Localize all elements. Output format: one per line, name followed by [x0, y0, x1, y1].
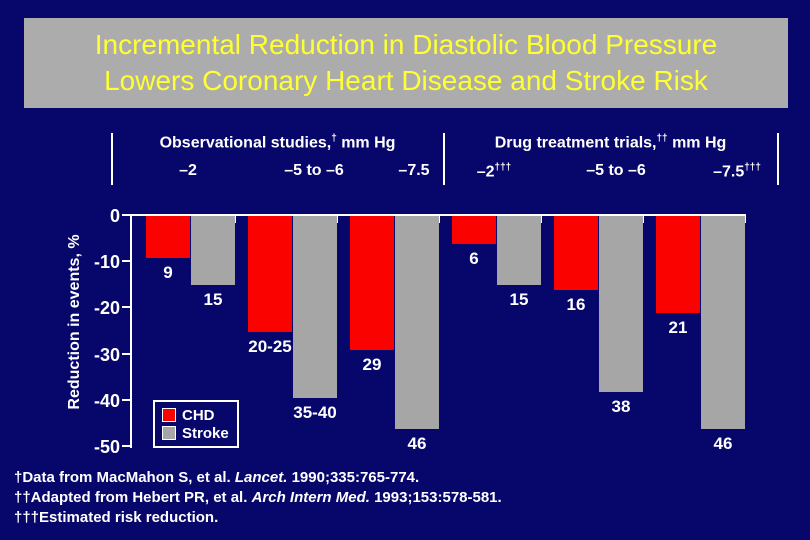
legend-swatch-stroke: [162, 426, 176, 440]
bar-value-label: 15: [509, 290, 529, 309]
y-axis-tick: [122, 445, 130, 447]
column-header-observational-text: Observational studies,: [159, 134, 332, 152]
y-axis-tick: [122, 260, 130, 263]
bar-stroke: [293, 216, 337, 398]
slide-title: Incremental Reduction in Diastolic Blood…: [24, 18, 788, 108]
bar-stroke: [395, 216, 439, 429]
chart-legend: CHD Stroke: [153, 400, 239, 448]
dagger-superscript: †: [331, 133, 337, 144]
x-axis-tick: [744, 216, 746, 223]
column-separator-left: [111, 133, 113, 185]
legend-swatch-chd: [162, 408, 176, 422]
legend-row: Stroke: [162, 426, 237, 441]
bar-chd: [554, 216, 598, 290]
column-header-drug-trials: Drug treatment trials,†† mm Hg: [444, 133, 777, 152]
bar-stroke: [701, 216, 745, 429]
y-axis-tick-label: 0: [109, 206, 120, 226]
y-axis-tick-label: -20: [93, 298, 120, 319]
double-dagger-superscript: ††: [656, 133, 668, 144]
column-separator-middle: [443, 133, 445, 185]
y-axis-tick: [122, 306, 130, 309]
legend-label: CHD: [182, 406, 215, 424]
bar-stroke: [497, 216, 541, 285]
bp-reduction-label: –7.5: [398, 162, 430, 179]
bar-stroke: [599, 216, 643, 392]
y-axis-tick: [122, 398, 130, 401]
bp-reduction-label: –2: [179, 162, 197, 179]
y-axis-tick-label: -50: [93, 437, 120, 457]
x-axis-tick: [438, 216, 440, 223]
bar-value-label: 38: [611, 397, 631, 416]
journal-name: Lancet.: [234, 469, 288, 486]
bar-chd: [146, 216, 190, 258]
column-header-drug-trials-unit: mm Hg: [667, 134, 727, 152]
bp-reduction-label: –7.5†††: [713, 162, 761, 181]
y-axis-line: [130, 214, 132, 448]
bar-value-label: 46: [713, 434, 733, 453]
bar-value-label: 29: [362, 355, 382, 374]
column-separator-right: [777, 133, 779, 185]
bar-value-label: 20-25: [248, 337, 292, 356]
y-axis-tick-label: -40: [93, 390, 120, 411]
bp-reduction-label: –2†††: [476, 162, 512, 181]
x-axis-tick: [234, 216, 236, 223]
x-axis-tick: [336, 216, 338, 223]
column-header-observational-unit: mm Hg: [336, 134, 396, 152]
bar-chd: [248, 216, 292, 332]
bar-chd: [656, 216, 700, 313]
y-axis-tick-label: -30: [93, 344, 120, 365]
bar-value-label: 46: [407, 434, 427, 453]
slide-title-line2: Lowers Coronary Heart Disease and Stroke…: [104, 65, 708, 96]
column-header-drug-trials-text: Drug treatment trials,: [494, 134, 657, 152]
bar-chd: [452, 216, 496, 244]
bar-value-label: 15: [203, 290, 223, 309]
bar-value-label: 6: [469, 249, 479, 268]
bar-chd: [350, 216, 394, 350]
bar-value-label: 21: [668, 318, 688, 337]
bp-reduction-label: –5 to –6: [586, 162, 646, 179]
x-axis-tick: [540, 216, 542, 223]
footnote-line: ††Adapted from Hebert PR, et al. Arch In…: [14, 489, 502, 506]
footnote-line: †Data from MacMahon S, et al. Lancet. 19…: [14, 469, 420, 486]
triple-dagger-superscript: †††: [494, 162, 512, 173]
x-axis-tick: [642, 216, 644, 223]
x-axis-line: [130, 214, 746, 216]
legend-row: CHD: [162, 408, 237, 423]
column-header-observational: Observational studies,† mm Hg: [112, 133, 443, 152]
y-axis-tick-label: -10: [93, 252, 120, 273]
y-axis-tick: [122, 352, 130, 355]
slide-title-line1: Incremental Reduction in Diastolic Blood…: [94, 29, 718, 60]
triple-dagger-superscript: †††: [744, 162, 761, 173]
journal-name: Arch Intern Med.: [251, 489, 370, 506]
bar-stroke: [191, 216, 235, 285]
bar-value-label: 16: [566, 295, 586, 314]
footnote-line: †††Estimated risk reduction.: [14, 509, 219, 526]
legend-label: Stroke: [182, 424, 229, 442]
bar-value-label: 35-40: [293, 403, 337, 422]
footnotes: †Data from MacMahon S, et al. Lancet. 19…: [14, 468, 502, 528]
bp-reduction-label: –5 to –6: [284, 162, 344, 179]
bar-value-label: 9: [163, 263, 173, 282]
y-axis-tick: [122, 214, 130, 216]
